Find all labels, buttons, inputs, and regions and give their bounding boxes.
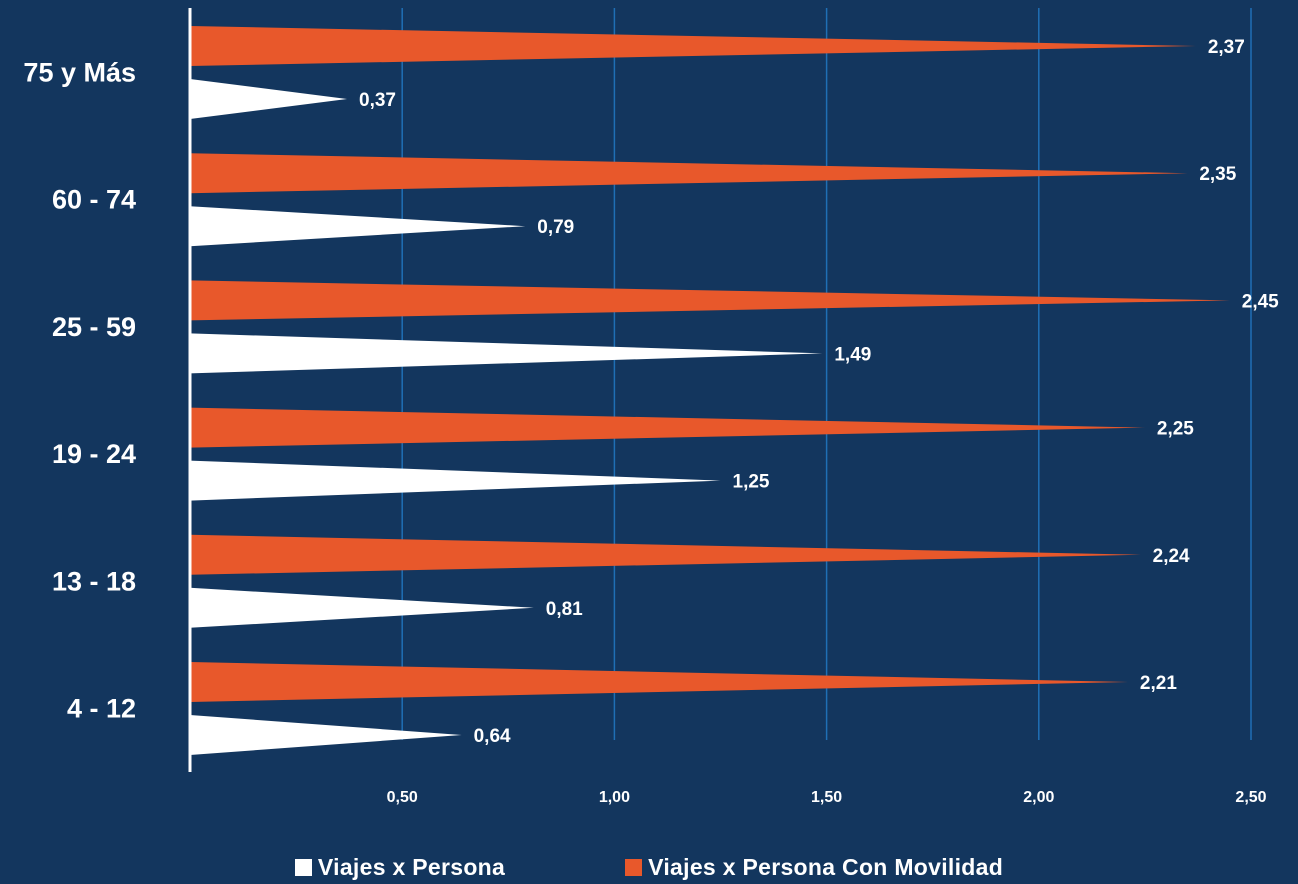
data-label: 1,49: [834, 344, 871, 365]
category-label: 19 - 24: [52, 439, 136, 469]
data-label: 2,37: [1208, 37, 1245, 58]
category-label: 4 - 12: [67, 694, 136, 724]
data-label: 0,37: [359, 90, 396, 111]
bar-viajes-x-persona: [190, 460, 721, 501]
bar-con-movilidad: [190, 153, 1188, 194]
bar-viajes-x-persona: [190, 79, 348, 119]
legend-swatch-orange: [625, 858, 643, 876]
bar-viajes-x-persona: [190, 206, 526, 247]
legend-swatch-white: [294, 858, 312, 876]
legend-label: Viajes x Persona Con Movilidad: [648, 853, 1004, 880]
bar-con-movilidad: [190, 662, 1128, 702]
legend-item-viajes-con-movilidad: Viajes x Persona Con Movilidad: [625, 850, 1003, 884]
bar-viajes-x-persona: [190, 333, 823, 374]
data-label: 2,25: [1157, 419, 1194, 440]
bar-viajes-x-persona: [190, 587, 534, 628]
bar-con-movilidad: [190, 280, 1230, 321]
data-label: 0,79: [537, 217, 574, 238]
x-tick-label: 0,50: [387, 789, 418, 806]
x-tick-label: 1,50: [811, 789, 842, 806]
legend-item-viajes-x-persona: Viajes x Persona: [294, 850, 506, 884]
legend-label: Viajes x Persona: [317, 853, 506, 880]
category-label: 60 - 74: [52, 185, 136, 215]
data-label: 2,21: [1140, 673, 1177, 694]
bar-chart: 0,50 1,00 1,50 2,00 2,50 2,37 0,37 75 y Más 2,35…: [23, 8, 1279, 806]
category-label: 75 y Más: [23, 58, 136, 88]
bar-con-movilidad: [190, 407, 1145, 448]
data-label: 0,81: [546, 599, 583, 620]
category-label: 25 - 59: [52, 312, 136, 342]
data-label: 2,45: [1242, 291, 1279, 312]
legend: Viajes x Persona Viajes x Persona Con Mo…: [0, 850, 1298, 884]
data-label: 0,64: [474, 726, 511, 747]
x-tick-label: 1,00: [599, 789, 630, 806]
x-tick-label: 2,00: [1023, 789, 1054, 806]
category-label: 13 - 18: [52, 566, 136, 596]
bar-con-movilidad: [190, 534, 1141, 575]
data-label: 2,24: [1153, 546, 1190, 567]
bar-con-movilidad: [190, 26, 1196, 66]
data-label: 2,35: [1199, 164, 1236, 185]
bar-viajes-x-persona: [190, 715, 462, 755]
x-tick-label: 2,50: [1235, 789, 1266, 806]
data-label: 1,25: [733, 472, 770, 493]
